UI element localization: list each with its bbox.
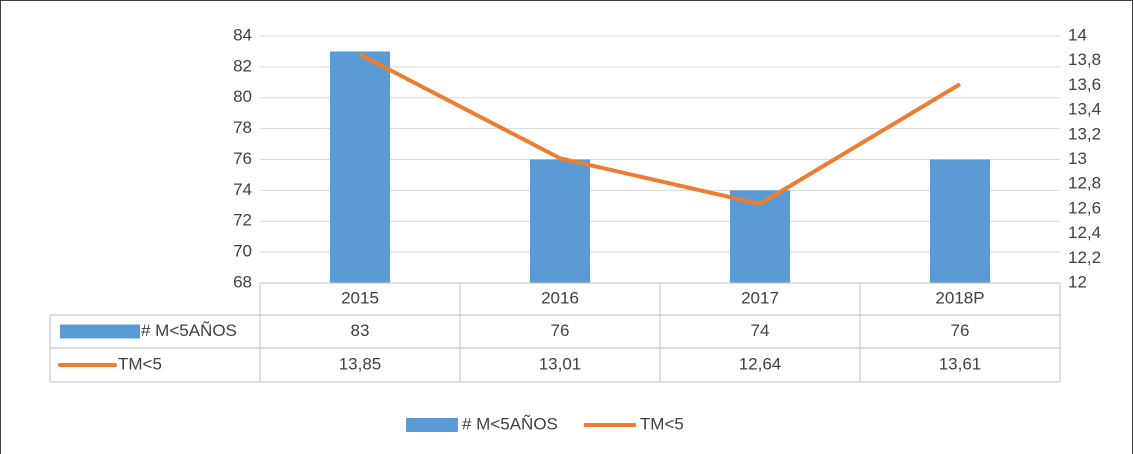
y2-tick-label: 12,6 bbox=[1068, 198, 1101, 217]
y-tick-label: 76 bbox=[233, 149, 252, 168]
y2-tick-label: 13 bbox=[1068, 149, 1087, 168]
y2-tick-label: 13,8 bbox=[1068, 50, 1101, 69]
table-value: 13,01 bbox=[539, 354, 582, 373]
y2-tick-label: 14 bbox=[1068, 25, 1087, 44]
y2-tick-label: 13,6 bbox=[1068, 75, 1101, 94]
legend-key bbox=[60, 324, 140, 339]
y2-tick-label: 12,8 bbox=[1068, 174, 1101, 193]
table-value: 74 bbox=[751, 321, 770, 340]
table-value: 12,64 bbox=[739, 354, 782, 373]
y2-tick-label: 12 bbox=[1068, 272, 1087, 291]
table-value: 13,85 bbox=[339, 354, 382, 373]
table-value: 76 bbox=[551, 321, 570, 340]
x-tick-label: 2018P bbox=[935, 288, 984, 307]
table-value: 83 bbox=[351, 321, 370, 340]
table-value: 13,61 bbox=[939, 354, 982, 373]
y-tick-label: 68 bbox=[233, 272, 252, 291]
x-tick-label: 2016 bbox=[541, 288, 579, 307]
bar bbox=[530, 159, 590, 283]
table-value: 76 bbox=[951, 321, 970, 340]
y2-tick-label: 12,4 bbox=[1068, 223, 1101, 242]
y2-tick-label: 12,2 bbox=[1068, 248, 1101, 267]
legend-label: # M<5AÑOS bbox=[462, 414, 558, 433]
x-tick-label: 2017 bbox=[741, 288, 779, 307]
series-name: TM<5 bbox=[118, 354, 162, 373]
y-tick-label: 82 bbox=[233, 56, 252, 75]
y-tick-label: 70 bbox=[233, 242, 252, 261]
bar bbox=[330, 51, 390, 283]
y-tick-label: 78 bbox=[233, 118, 252, 137]
bar bbox=[930, 159, 990, 283]
x-tick-label: 2015 bbox=[341, 288, 379, 307]
y-tick-label: 72 bbox=[233, 211, 252, 230]
y2-tick-label: 13,2 bbox=[1068, 124, 1101, 143]
y-tick-label: 84 bbox=[233, 25, 252, 44]
y-tick-label: 74 bbox=[233, 180, 252, 199]
y-tick-label: 80 bbox=[233, 87, 252, 106]
y2-tick-label: 13,4 bbox=[1068, 100, 1101, 119]
series-name: # M<5AÑOS bbox=[141, 321, 237, 340]
legend-key bbox=[406, 418, 458, 432]
line bbox=[359, 52, 962, 206]
legend-label: TM<5 bbox=[640, 414, 684, 433]
